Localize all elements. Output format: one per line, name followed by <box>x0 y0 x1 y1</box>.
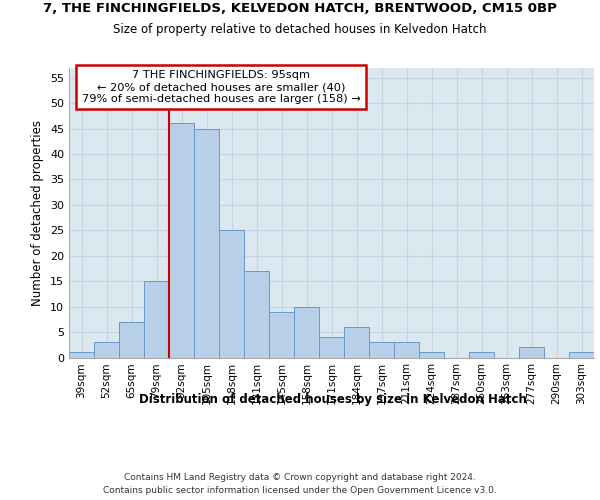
Bar <box>269 312 294 358</box>
Bar <box>194 128 219 358</box>
Bar <box>119 322 144 358</box>
Text: Size of property relative to detached houses in Kelvedon Hatch: Size of property relative to detached ho… <box>113 22 487 36</box>
Text: 7, THE FINCHINGFIELDS, KELVEDON HATCH, BRENTWOOD, CM15 0BP: 7, THE FINCHINGFIELDS, KELVEDON HATCH, B… <box>43 2 557 16</box>
Text: Contains HM Land Registry data © Crown copyright and database right 2024.: Contains HM Land Registry data © Crown c… <box>124 472 476 482</box>
Bar <box>319 337 344 357</box>
Bar <box>244 271 269 358</box>
Text: 7 THE FINCHINGFIELDS: 95sqm
← 20% of detached houses are smaller (40)
79% of sem: 7 THE FINCHINGFIELDS: 95sqm ← 20% of det… <box>82 70 361 104</box>
Bar <box>569 352 594 358</box>
Bar <box>169 124 194 358</box>
Bar <box>519 348 544 358</box>
Bar <box>144 281 169 357</box>
Y-axis label: Number of detached properties: Number of detached properties <box>31 120 44 306</box>
Bar <box>394 342 419 357</box>
Bar <box>219 230 244 358</box>
Bar <box>469 352 494 358</box>
Bar <box>369 342 394 357</box>
Bar <box>94 342 119 357</box>
Bar <box>344 327 369 358</box>
Text: Distribution of detached houses by size in Kelvedon Hatch: Distribution of detached houses by size … <box>139 392 527 406</box>
Bar <box>294 306 319 358</box>
Bar <box>419 352 444 358</box>
Text: Contains public sector information licensed under the Open Government Licence v3: Contains public sector information licen… <box>103 486 497 495</box>
Bar <box>69 352 94 358</box>
